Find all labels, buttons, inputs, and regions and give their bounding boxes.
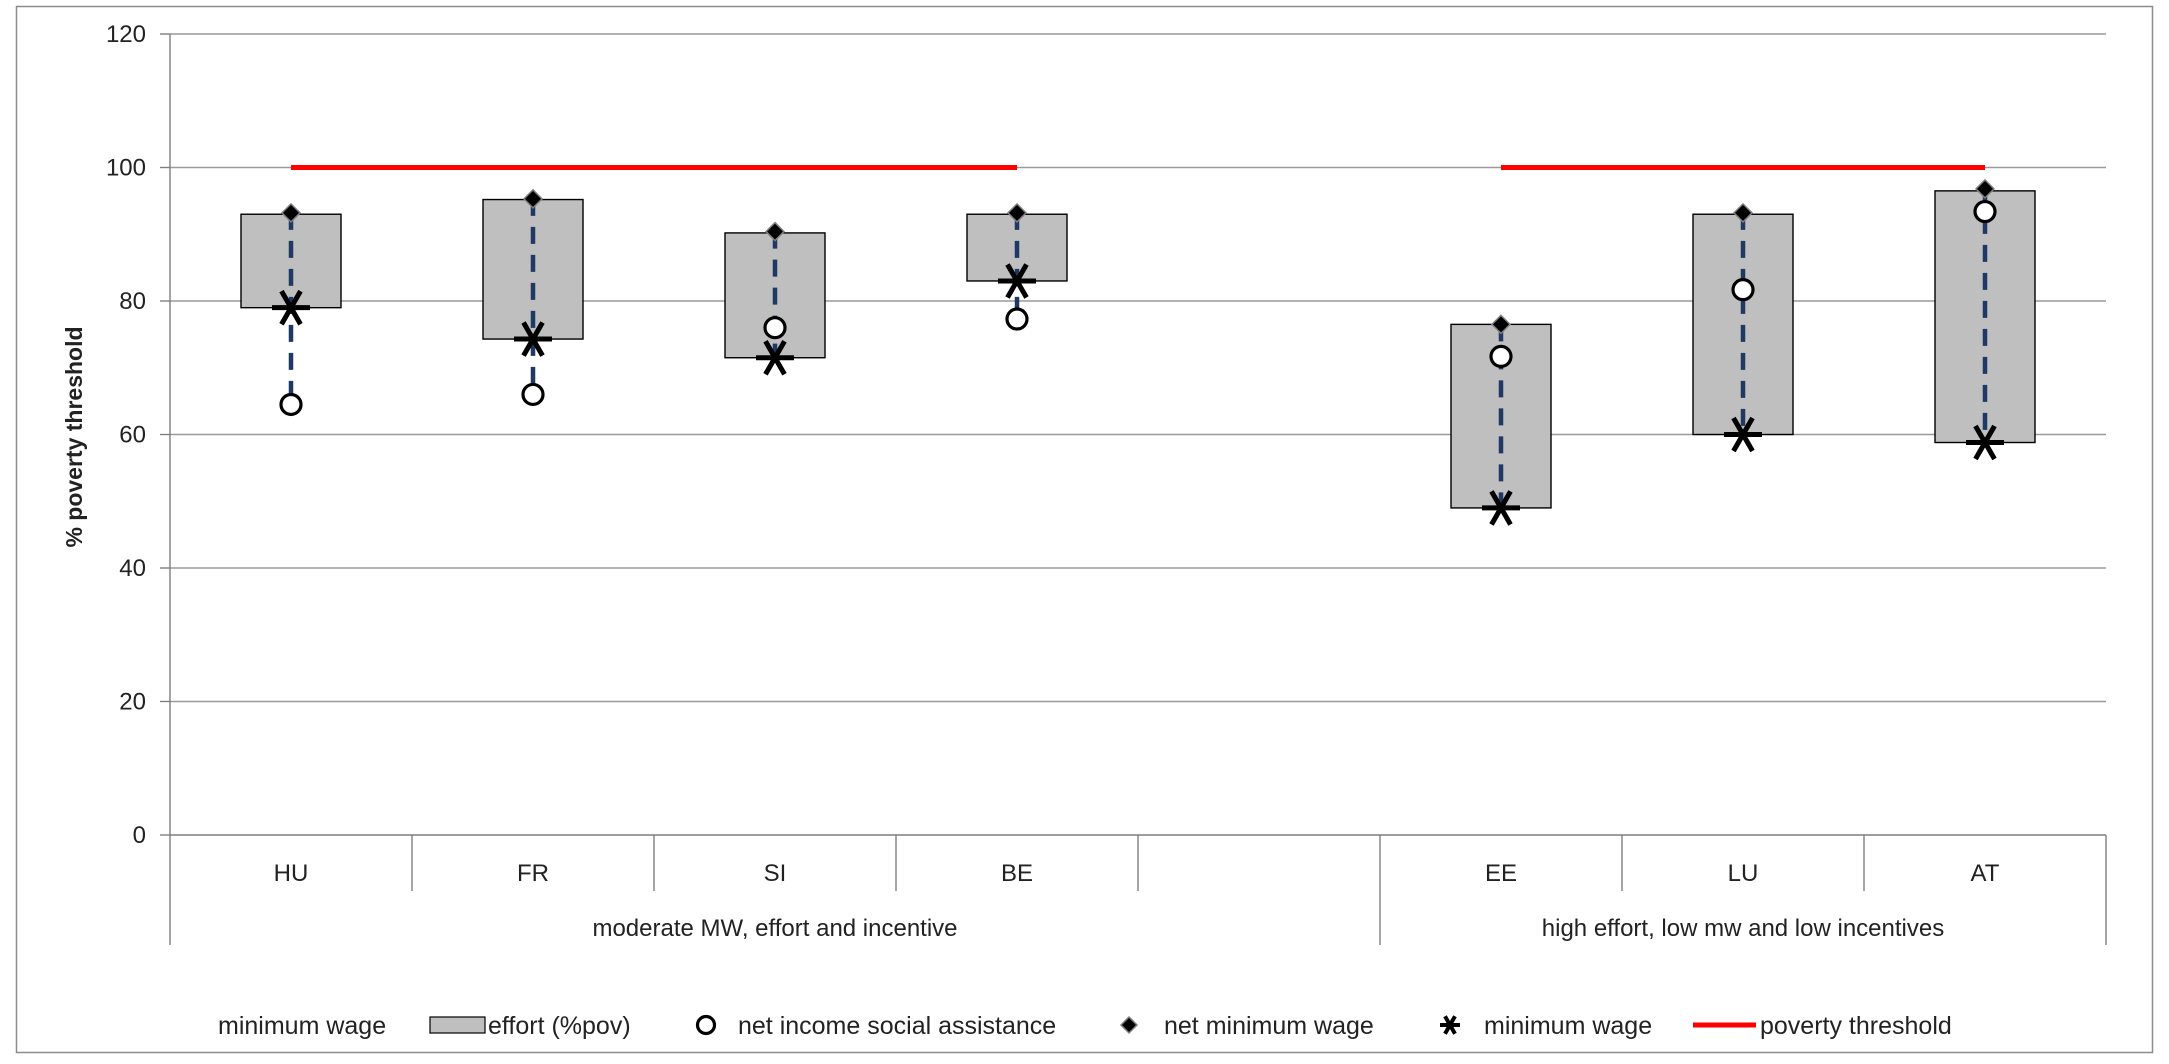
y-tick-label-80: 80 [119,288,146,315]
legend-label-poverty-threshold: poverty threshold [1760,1012,1952,1040]
net-income-social-assistance-marker-EE [1489,344,1513,369]
legend-label-minimum-wage-line: minimum wage [218,1012,386,1040]
chart-frame [15,5,2154,1054]
net-income-social-assistance-marker-LU [1731,278,1755,302]
category-label-FR: FR [517,860,549,887]
net-minimum-wage-marker-AT [1974,178,1996,199]
y-axis-label: % poverty threshold [61,326,87,547]
net-income-social-assistance-marker-BE [1005,307,1029,331]
y-tick-label-0: 0 [133,822,146,849]
y-tick-label-40: 40 [119,555,146,582]
net-minimum-wage-marker-EE [1490,314,1512,335]
net-minimum-wage-marker-FR [522,188,544,209]
net-minimum-wage-marker-HU [280,202,302,223]
category-label-HU: HU [274,860,309,887]
legend-swatch-effort [429,1016,486,1034]
net-minimum-wage-marker-LU [1732,202,1754,223]
minimum-wage-marker-LU-stroke-3 [1731,416,1755,453]
category-label-LU: LU [1728,860,1759,887]
y-tick-label-20: 20 [119,689,146,716]
y-tick-label-100: 100 [106,155,146,182]
minimum-wage-marker-LU [1724,416,1762,453]
group-label-1: moderate MW, effort and incentive [592,915,957,942]
legend-label-net-income-social-assistance: net income social assistance [738,1012,1056,1040]
y-tick-labels: 0 20 40 60 80 100 120 [106,21,146,849]
legend-swatch-minimum-wage-stroke-3 [1443,1015,1457,1035]
minimum-wage-marker-BE [998,263,1036,299]
net-minimum-wage-marker-SI [764,221,786,242]
net-income-social-assistance-marker-HU [279,392,303,417]
minimum-wage-marker-HU [272,289,310,326]
minimum-wage-marker-SI [756,339,794,376]
net-minimum-wage-marker-BE [1006,202,1028,223]
data-markers [272,178,2004,526]
legend: minimum wage effort (%pov) net income soci… [218,1012,1952,1040]
group-label-2: high effort, low mw and low incentives [1542,915,1944,942]
category-label-BE: BE [1001,860,1033,887]
minimum-wage-marker-FR-stroke-3 [521,321,545,357]
minimum-wage-marker-EE-stroke-3 [1489,490,1513,526]
minimum-wage-marker-FR [514,321,552,357]
category-axis-labels: HU FR SI BE EE LU AT [274,860,2000,887]
net-income-social-assistance-marker-SI [763,316,787,340]
minimum-wage-marker-BE-stroke-3 [1005,263,1029,299]
legend-swatch-net-income-social-assistance [695,1014,717,1036]
legend-label-effort: effort (%pov) [488,1012,631,1040]
net-income-social-assistance-marker-FR [521,382,545,407]
category-label-EE: EE [1485,860,1517,887]
category-label-SI: SI [764,860,787,887]
minimum-wage-marker-HU-stroke-3 [279,289,303,326]
net-income-social-assistance-marker-AT [1973,199,1997,224]
legend-swatch-net-minimum-wage [1119,1015,1139,1035]
category-label-AT: AT [1971,860,2000,887]
minimum-wage-marker-SI-stroke-3 [763,339,787,376]
minimum-wage-marker-AT-stroke-3 [1973,424,1997,461]
legend-label-net-minimum-wage: net minimum wage [1164,1012,1374,1040]
legend-label-minimum-wage: minimum wage [1484,1012,1652,1040]
legend-swatch-minimum-wage [1440,1015,1460,1035]
minimum-wage-marker-AT [1966,424,2004,461]
axes [160,33,2107,945]
y-tick-label-120: 120 [106,21,146,48]
y-tick-label-60: 60 [119,422,146,449]
minimum-wage-marker-EE [1482,490,1520,526]
group-axis-labels: moderate MW, effort and incentive high ef… [592,915,1944,942]
